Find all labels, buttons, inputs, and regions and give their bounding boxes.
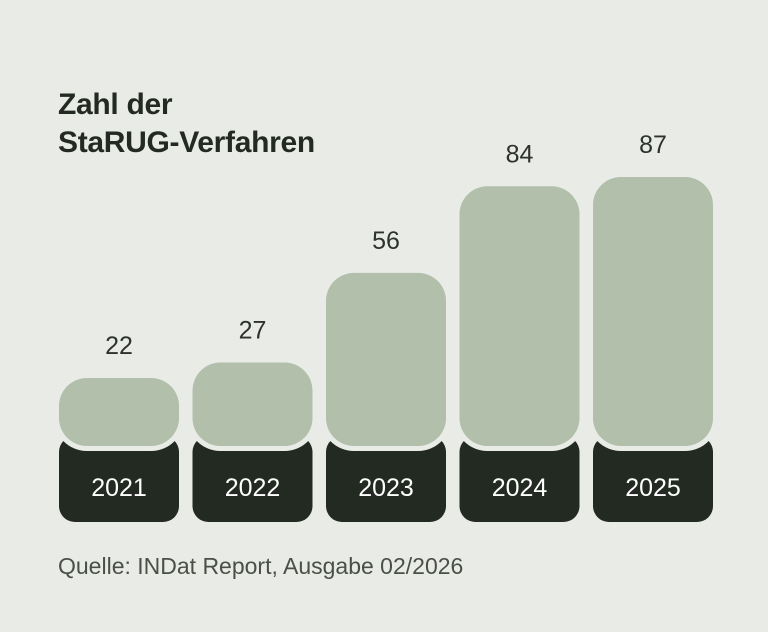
bar-group-2023: 56 2023	[321, 227, 451, 522]
bar-base-2023	[326, 436, 446, 522]
category-label-2021: 2021	[91, 474, 147, 502]
bar-group-2021: 22 2021	[54, 332, 184, 522]
bar-2022	[192, 362, 313, 446]
chart-title: Zahl der StaRUG-Verfahren	[58, 86, 315, 162]
bar-base-2022	[192, 436, 313, 522]
bar-2024	[459, 186, 580, 446]
bar-group-2022: 27 2022	[187, 317, 318, 522]
value-label-2025: 87	[639, 131, 667, 159]
category-label-2025: 2025	[625, 474, 681, 502]
bar-base-2024	[459, 436, 580, 522]
source-note: Quelle: INDat Report, Ausgabe 02/2026	[58, 553, 464, 579]
value-label-2022: 27	[239, 317, 267, 345]
value-label-2023: 56	[372, 227, 400, 255]
value-label-2021: 22	[105, 332, 133, 360]
chart-title-line-1: Zahl der	[58, 88, 173, 121]
category-label-2024: 2024	[492, 474, 548, 502]
chart-title-line-2: StaRUG-Verfahren	[58, 126, 315, 159]
bar-group-2025: 87 2025	[588, 131, 718, 522]
bar-2021	[59, 377, 179, 446]
bar-base-2025	[593, 436, 713, 522]
value-label-2024: 84	[506, 140, 534, 168]
bar-2023	[326, 272, 446, 446]
category-label-2023: 2023	[358, 474, 414, 502]
bar-group-2024: 84 2024	[454, 140, 585, 522]
category-label-2022: 2022	[225, 474, 281, 502]
bar-2025	[593, 177, 713, 446]
bar-base-2021	[59, 436, 179, 522]
